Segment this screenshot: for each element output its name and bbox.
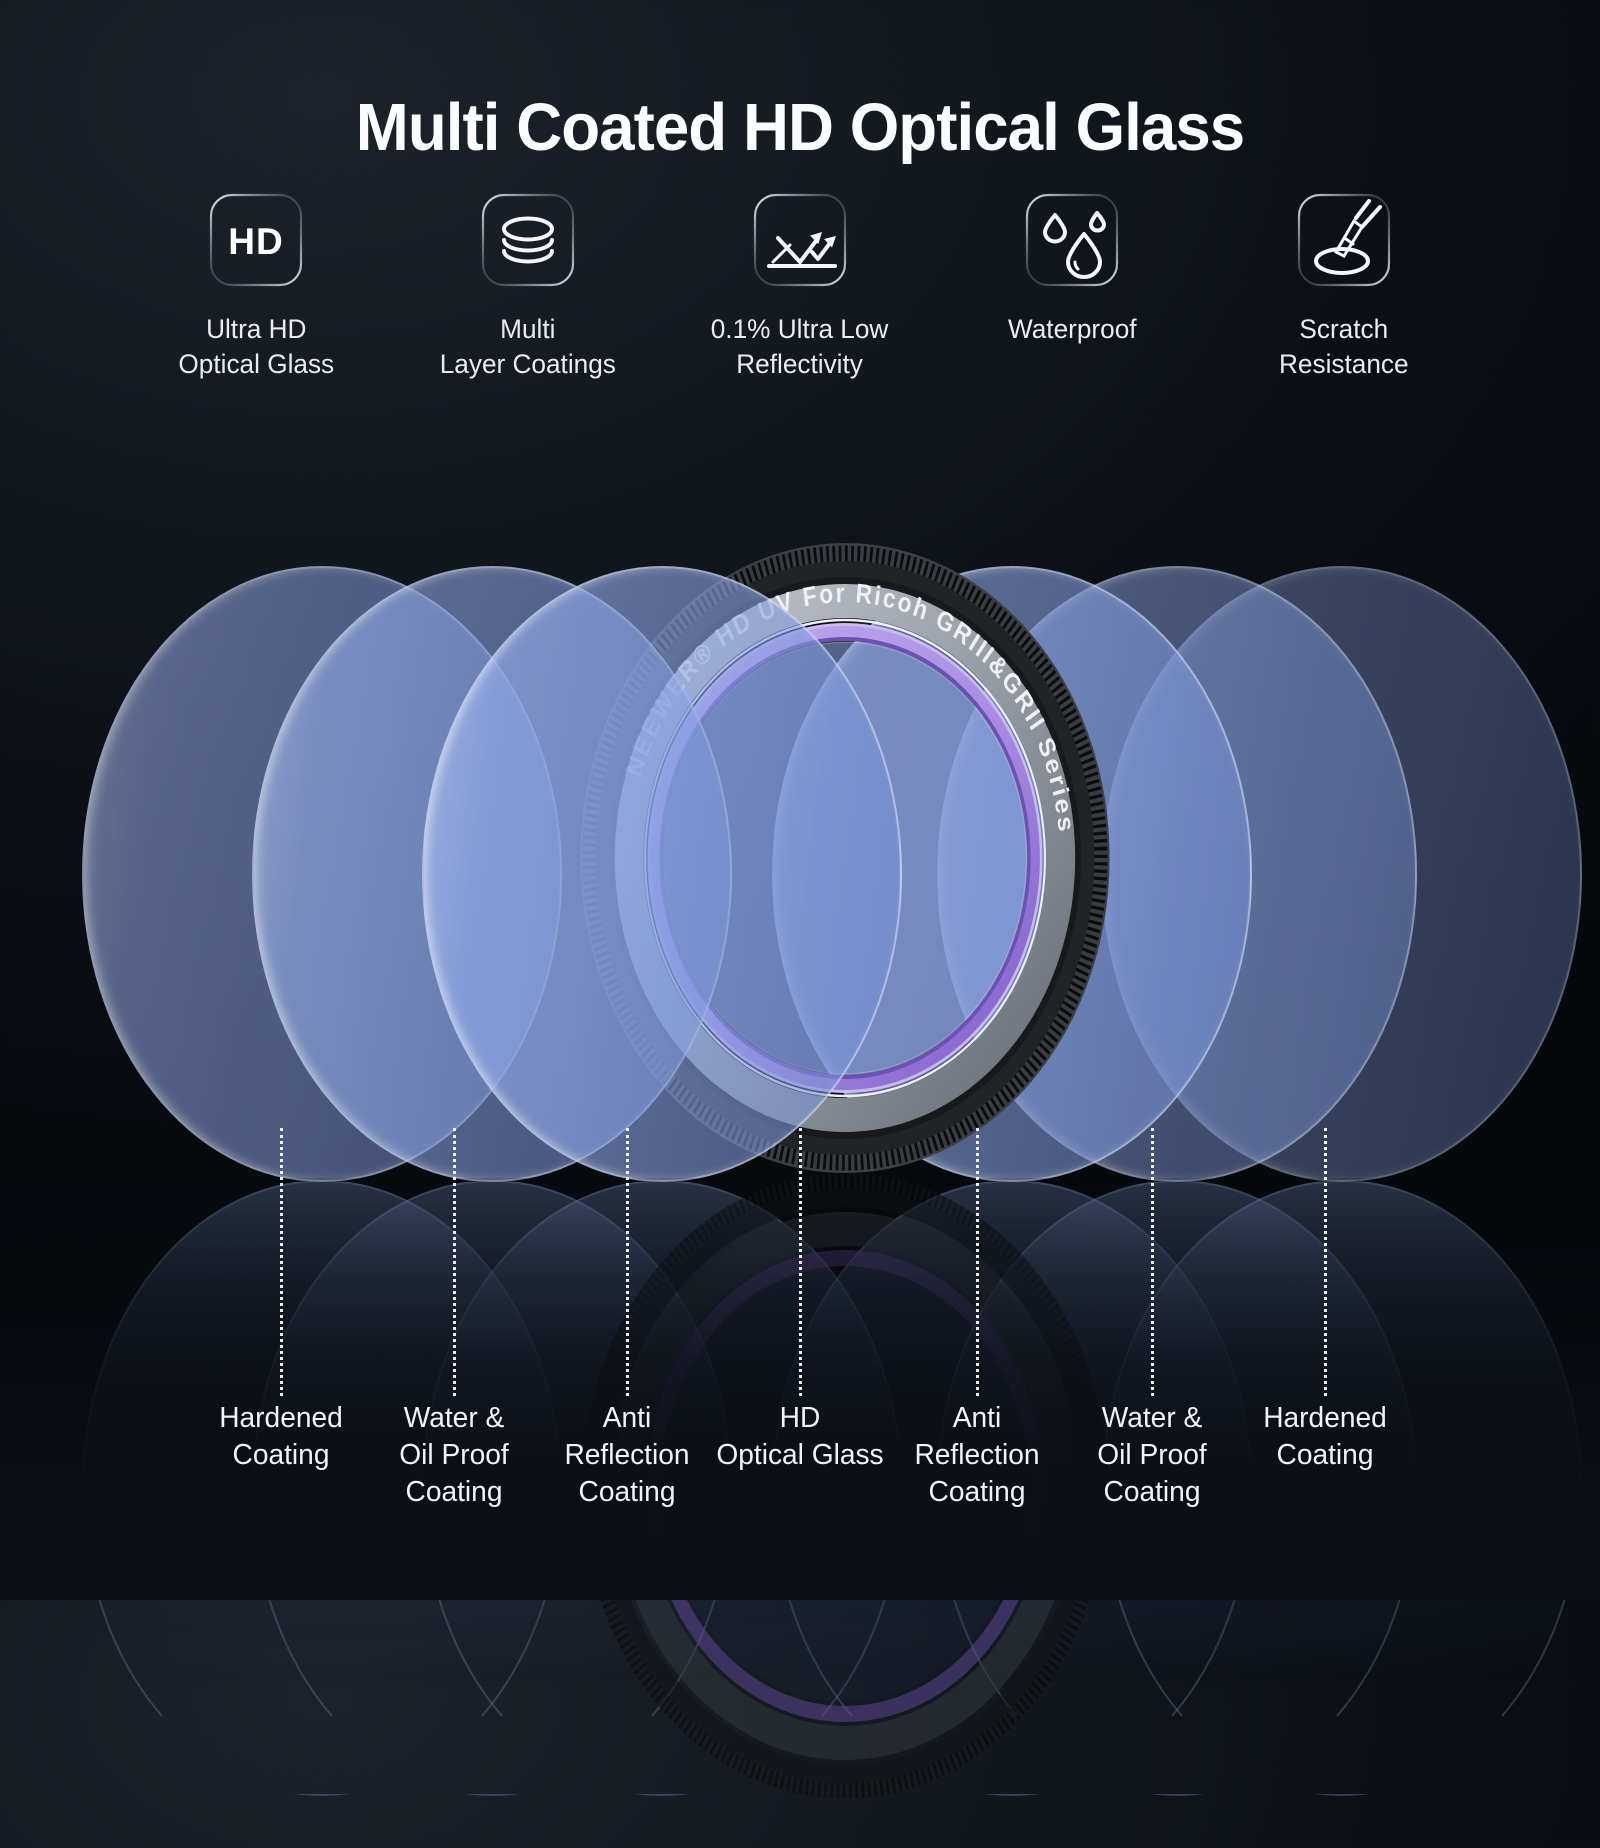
reflection-arrow-icon [753, 193, 847, 287]
callout-line [1324, 1128, 1327, 1396]
water-drops-icon [1025, 193, 1119, 287]
callout-line [280, 1128, 283, 1396]
feature-multi-layer: Multi Layer Coatings [392, 192, 664, 382]
layer-label: Hardened Coating [219, 1402, 343, 1472]
feature-ultra-hd: HD Ultra HD Optical Glass [120, 192, 392, 382]
callout-line [626, 1128, 629, 1396]
feature-label: Multi Layer Coatings [439, 314, 617, 380]
callout-line [976, 1128, 979, 1396]
feature-waterproof: Waterproof [936, 192, 1208, 382]
feature-scratch-resistance: Scratch Resistance [1208, 192, 1480, 382]
feature-low-reflectivity: 0.1% Ultra Low Reflectivity [664, 192, 936, 382]
layer-label: Water & Oil Proof Coating [399, 1402, 509, 1509]
callout-line [799, 1128, 802, 1396]
filter-layers-scene: NEEWER® HD UV For Ricoh GRIII&GRII Serie… [82, 543, 1582, 1182]
page-title: Multi Coated HD Optical Glass [355, 89, 1245, 165]
feature-label: Scratch Resistance [1279, 314, 1409, 380]
glass-layer-antireflection-left [422, 566, 902, 1182]
layer-callouts: Hardened Coating Water & Oil Proof Coati… [219, 1128, 1387, 1509]
layer-label: Hardened Coating [1263, 1402, 1387, 1472]
hd-badge-icon: HD [209, 193, 303, 287]
hd-icon-text: HD [228, 221, 283, 262]
layer-label: Anti Reflection Coating [914, 1402, 1040, 1509]
feature-label: Waterproof [1007, 314, 1137, 344]
callout-line [1151, 1128, 1154, 1396]
feature-label: 0.1% Ultra Low Reflectivity [711, 314, 889, 380]
layer-label: HD Optical Glass [716, 1402, 884, 1472]
scratch-blade-icon [1297, 193, 1391, 287]
feature-row: HD Ultra HD Optical Glass Multi Layer Co… [120, 192, 1480, 382]
callout-line [453, 1128, 456, 1396]
feature-label: Ultra HD Optical Glass [178, 314, 334, 380]
layer-label: Water & Oil Proof Coating [1097, 1402, 1207, 1509]
layer-label: Anti Reflection Coating [564, 1402, 690, 1509]
stacked-layers-icon [481, 193, 575, 287]
